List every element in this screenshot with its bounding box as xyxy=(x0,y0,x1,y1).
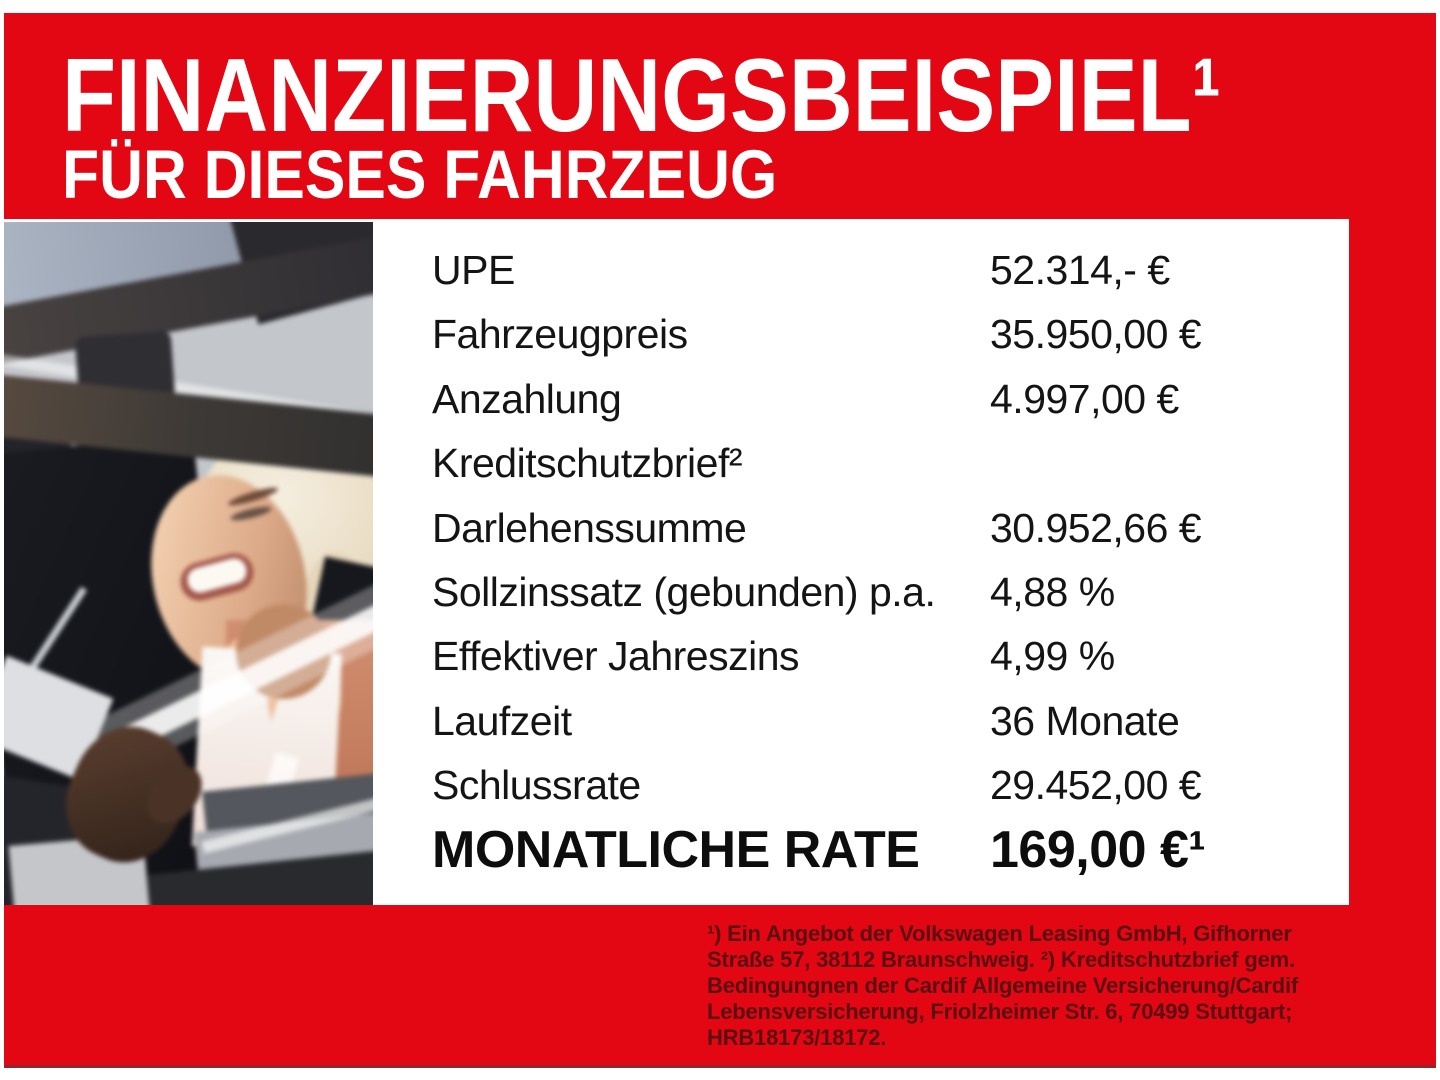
woman-in-car-photo xyxy=(4,222,373,905)
table-row: Sollzinssatz (gebunden) p.a. 4,88 % xyxy=(432,560,1337,624)
table-row: Darlehenssumme 30.952,66 € xyxy=(432,496,1337,560)
row-value: 52.314,- € xyxy=(990,247,1170,293)
legal-disclaimer: ¹) Ein Angebot der Volkswagen Leasing Gm… xyxy=(707,921,1298,1051)
row-label: Schlussrate xyxy=(432,762,641,809)
row-label: Kreditschutzbrief² xyxy=(432,440,743,487)
row-label: Sollzinssatz (gebunden) p.a. xyxy=(432,568,936,615)
row-value: 169,00 €¹ xyxy=(990,820,1206,879)
table-row: Anzahlung 4.997,00 € xyxy=(432,367,1337,431)
row-value: 29.452,00 € xyxy=(990,762,1202,809)
table-row: Kreditschutzbrief² xyxy=(432,431,1337,495)
disclaimer-line: Bedingungnen der Cardif Allgemeine Versi… xyxy=(707,973,1299,998)
row-label: Darlehenssumme xyxy=(432,504,747,551)
row-label: Fahrzeugpreis xyxy=(432,311,688,358)
row-label: Anzahlung xyxy=(432,375,622,422)
table-row: Effektiver Jahreszins 4,99 % xyxy=(432,624,1337,688)
row-label: Effektiver Jahreszins xyxy=(432,633,800,680)
panel-top-divider xyxy=(4,219,373,222)
disclaimer-line: Lebensversicherung, Friolzheimer Str. 6,… xyxy=(707,999,1293,1024)
disclaimer-line: ¹) Ein Angebot der Volkswagen Leasing Gm… xyxy=(707,921,1292,946)
page-subtitle-text: FÜR DIESES FAHRZEUG xyxy=(62,136,778,213)
row-label: MONATLICHE RATE xyxy=(432,820,920,879)
disclaimer-line: HRB18173/18172. xyxy=(707,1025,887,1050)
table-row: Schlussrate 29.452,00 € xyxy=(432,753,1337,817)
table-row: Fahrzeugpreis 35.950,00 € xyxy=(432,302,1337,366)
disclaimer-line: Straße 57, 38112 Braunschweig. ²) Kredit… xyxy=(707,947,1295,972)
page-subtitle: FÜR DIESES FAHRZEUG xyxy=(62,140,875,209)
finance-panel xyxy=(373,219,1349,905)
row-value: 4.997,00 € xyxy=(990,375,1179,422)
photo-art-layers xyxy=(4,222,373,905)
finance-table: UPE 52.314,- € Fahrzeugpreis 35.950,00 €… xyxy=(432,238,1337,882)
page-title-text: FINANZIERUNGSBEISPIEL¹ xyxy=(62,38,1222,154)
page-title: FINANZIERUNGSBEISPIEL¹ xyxy=(62,44,1426,148)
table-row-monthly-rate: MONATLICHE RATE 169,00 €¹ xyxy=(432,818,1337,882)
row-value: 30.952,66 € xyxy=(990,504,1202,551)
row-value: 36 Monate xyxy=(990,697,1180,744)
row-value: 35.950,00 € xyxy=(990,311,1202,358)
row-value: 4,99 % xyxy=(990,633,1115,680)
row-label: Laufzeit xyxy=(432,697,572,744)
row-value: 4,88 % xyxy=(990,568,1115,615)
table-row: UPE 52.314,- € xyxy=(432,238,1337,302)
row-label: UPE xyxy=(432,247,515,293)
table-row: Laufzeit 36 Monate xyxy=(432,689,1337,753)
